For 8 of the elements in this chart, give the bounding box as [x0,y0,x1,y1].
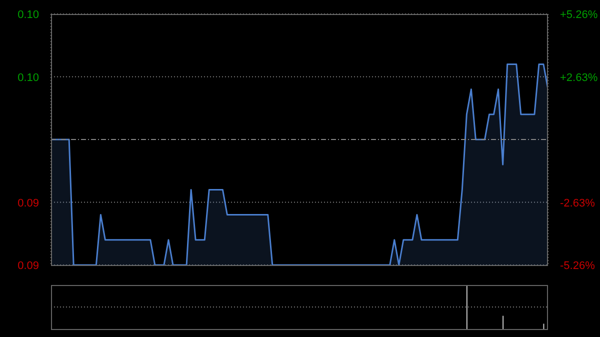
y-tick-label: 0.09 [18,260,39,272]
y-tick-label: 0.10 [18,72,39,84]
y-tick-label: 0.09 [18,197,39,210]
y2-tick-label: -2.63% [560,197,596,210]
y2-tick-label: +5.26% [560,9,598,21]
y2-tick-label: -5.26% [560,260,596,272]
y2-tick-label: +2.63% [560,72,598,84]
y-tick-label: 0.10 [18,9,39,21]
